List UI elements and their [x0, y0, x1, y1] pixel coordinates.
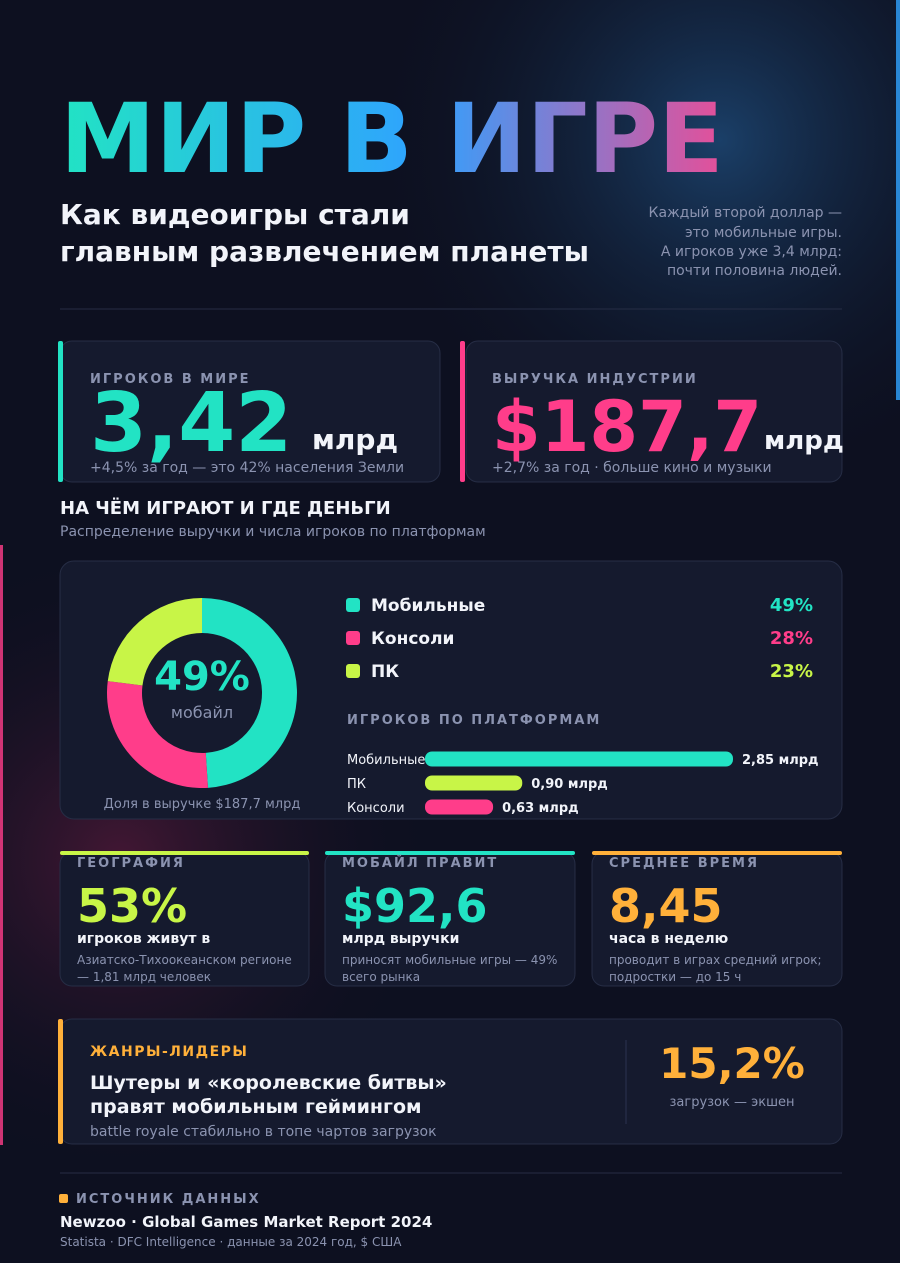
fact-headline: млрд выручки	[342, 931, 460, 947]
bar-value: 2,85 млрд	[742, 753, 819, 768]
fact-note: Азиатско-Тихоокеанском регионе	[77, 953, 292, 967]
kpi-label: ИГРОКОВ В МИРЕ	[90, 372, 251, 387]
bar-label: Мобильные	[347, 753, 425, 768]
kpi-unit: млрд	[764, 426, 844, 456]
footer-icon	[59, 1194, 68, 1203]
aside: почти половина людей.	[667, 263, 842, 279]
fact-accent	[60, 851, 309, 855]
accent	[58, 1019, 63, 1144]
legend-label: Консоли	[371, 629, 454, 649]
legend-label: ПК	[371, 662, 399, 682]
kpi-card	[465, 340, 843, 483]
edge-accent	[0, 545, 3, 1145]
fact-accent	[325, 851, 575, 855]
bar-value: 0,63 млрд	[502, 801, 579, 816]
fact-accent	[592, 851, 842, 855]
donut-segment	[107, 598, 202, 686]
legend-value: 49%	[770, 595, 813, 616]
bar	[425, 751, 733, 767]
bar	[425, 799, 494, 815]
kpi-note: +2,7% за год · больше кино и музыки	[492, 460, 772, 476]
bar-label: Консоли	[347, 801, 405, 816]
donut	[106, 598, 297, 788]
legend-value: 28%	[770, 628, 813, 649]
bar-label: ПК	[347, 777, 366, 792]
fact-note: всего рынка	[342, 970, 420, 984]
legend-value: 23%	[770, 661, 813, 682]
fact-note: проводит в играх средний игрок;	[609, 953, 822, 967]
legend-swatch	[346, 598, 360, 612]
genres-stat: 15,2%	[659, 1039, 805, 1088]
kpi-label: ВЫРУЧКА ИНДУСТРИИ	[492, 372, 698, 387]
edge-accent	[896, 0, 900, 400]
kpi-unit: млрд	[312, 423, 398, 456]
bars-title: ИГРОКОВ ПО ПЛАТФОРМАМ	[347, 713, 601, 728]
genres-label: ЖАНРЫ-ЛИДЕРЫ	[90, 1044, 248, 1060]
genres-title: Шутеры и «королевские битвы»	[90, 1072, 447, 1094]
title: МИР В ИГРЕ	[60, 83, 724, 195]
bars: Мобильные 2,85 млрд ПК 0,90 млрд Консоли 0,63…	[347, 751, 819, 816]
legend-swatch	[346, 664, 360, 678]
fact-value: 8,45	[609, 879, 723, 933]
subtitle: главным развлечением планеты	[60, 235, 589, 268]
kpi-value: 3,42	[90, 376, 292, 471]
accent	[460, 341, 465, 482]
donut-segment	[106, 681, 208, 788]
fact-label: МОБАЙЛ ПРАВИТ	[342, 855, 498, 871]
footer-source: Newzoo · Global Games Market Report 2024	[60, 1213, 432, 1231]
kpi-value: $187,7	[492, 386, 762, 468]
legend: Мобильные 49% Консоли 28% ПК 23%	[346, 595, 813, 682]
kpi-note: +4,5% за год — это 42% населения Земли	[90, 460, 404, 476]
fact-headline: часа в неделю	[609, 931, 728, 947]
fact-label: СРЕДНЕЕ ВРЕМЯ	[609, 856, 759, 871]
legend-swatch	[346, 631, 360, 645]
donut-caption: Доля в выручке $187,7 млрд	[104, 797, 301, 812]
facts: ГЕОГРАФИЯ 53%игроков живут в Азиатско-Тихо…	[59, 851, 843, 987]
genres-title: правят мобильным геймингом	[90, 1096, 422, 1118]
fact-note: приносят мобильные игры — 49%	[342, 953, 557, 967]
aside: А игроков уже 3,4 млрд:	[661, 244, 842, 260]
fact-note: подростки — до 15 ч	[609, 970, 741, 984]
subtitle: Как видеоигры стали	[60, 198, 410, 231]
footer-note: Statista · DFC Intelligence · данные за …	[60, 1235, 402, 1249]
bar-value: 0,90 млрд	[531, 777, 608, 792]
bar	[425, 775, 523, 791]
fact-value: $92,6	[342, 879, 488, 933]
donut-center-value: 49%	[154, 654, 250, 700]
aside: это мобильные игры.	[685, 225, 842, 241]
fact-label: ГЕОГРАФИЯ	[77, 856, 185, 871]
genres-note: battle royale стабильно в топе чартов за…	[90, 1124, 437, 1140]
fact-value: 53%	[77, 879, 187, 933]
fact-note: — 1,81 млрд человек	[77, 970, 211, 984]
donut-segment	[202, 598, 297, 788]
fact-headline: игроков живут в	[77, 931, 210, 947]
footer-label: ИСТОЧНИК ДАННЫХ	[76, 1192, 261, 1207]
section-title: НА ЧЁМ ИГРАЮТ И ГДЕ ДЕНЬГИ	[60, 497, 391, 519]
legend-label: Мобильные	[371, 596, 485, 616]
donut-center-label: мобайл	[171, 703, 233, 722]
aside: Каждый второй доллар —	[649, 205, 842, 221]
section-subtitle: Распределение выручки и числа игроков по…	[60, 524, 486, 540]
accent	[58, 341, 63, 482]
genres-stat-label: загрузок — экшен	[669, 1095, 794, 1110]
